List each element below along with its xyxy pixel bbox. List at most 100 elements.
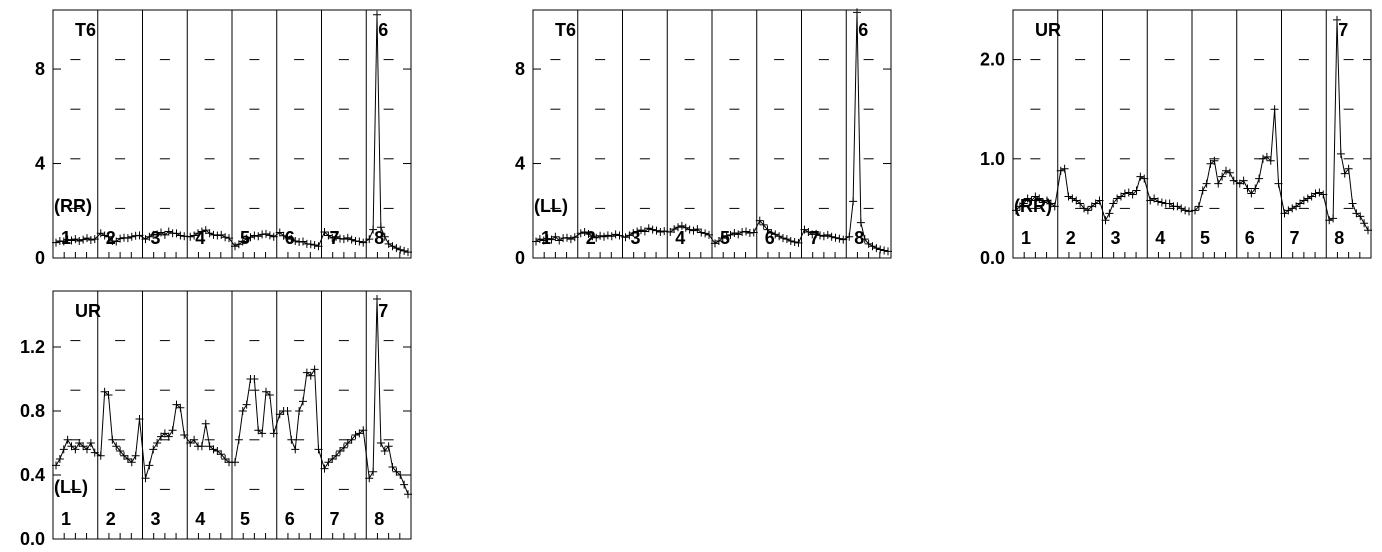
data-point bbox=[299, 397, 307, 406]
series-connector bbox=[139, 418, 146, 479]
panel-number-label: 3 bbox=[151, 509, 161, 529]
data-point bbox=[127, 232, 136, 241]
data-point bbox=[633, 227, 642, 236]
series-connector bbox=[362, 430, 370, 479]
data-point bbox=[1023, 194, 1032, 203]
data-point bbox=[306, 371, 315, 380]
data-point bbox=[100, 387, 109, 396]
source-label: UR bbox=[75, 301, 101, 321]
series-connector bbox=[183, 434, 191, 444]
data-point bbox=[250, 231, 259, 240]
series-connector bbox=[1054, 170, 1062, 207]
chart-panel-4: 0.0 0.4 0.8 1.2 1 2 3 4 5 6 7 8 UR (LL) 7 bbox=[20, 290, 412, 549]
data-point bbox=[1012, 206, 1020, 215]
data-point bbox=[819, 232, 828, 241]
data-point bbox=[588, 232, 597, 241]
data-point bbox=[1348, 199, 1357, 208]
data-point bbox=[1239, 176, 1248, 185]
data-point bbox=[1060, 164, 1069, 173]
data-point bbox=[681, 223, 690, 232]
data-point bbox=[343, 233, 352, 242]
data-point bbox=[607, 232, 616, 241]
series-connector bbox=[798, 229, 805, 244]
data-point bbox=[63, 435, 72, 444]
panel-number-label: 5 bbox=[240, 228, 250, 248]
data-point bbox=[376, 439, 385, 447]
data-point bbox=[104, 391, 113, 399]
series-line bbox=[848, 12, 889, 252]
data-point bbox=[1027, 196, 1036, 205]
data-point bbox=[648, 225, 657, 234]
data-point bbox=[79, 235, 88, 244]
panel-number-label: 2 bbox=[106, 509, 116, 529]
data-point bbox=[767, 228, 776, 237]
data-point bbox=[164, 227, 173, 236]
data-point bbox=[254, 426, 263, 435]
data-point bbox=[656, 228, 665, 237]
data-point bbox=[677, 221, 686, 230]
data-point bbox=[269, 232, 278, 241]
data-point bbox=[116, 234, 125, 243]
data-point bbox=[543, 234, 552, 243]
y-tick-label: 1.0 bbox=[980, 149, 1005, 169]
data-point bbox=[310, 241, 319, 250]
data-point bbox=[145, 232, 154, 241]
data-point bbox=[328, 233, 337, 242]
data-point bbox=[131, 451, 140, 460]
data-point bbox=[705, 230, 713, 239]
data-point bbox=[400, 246, 409, 255]
data-point bbox=[1128, 190, 1137, 199]
data-point bbox=[1157, 198, 1166, 207]
series-connector bbox=[1322, 194, 1330, 221]
data-point bbox=[1364, 226, 1372, 235]
data-point bbox=[250, 375, 259, 383]
data-point bbox=[535, 235, 544, 244]
data-point bbox=[1243, 184, 1252, 193]
data-point bbox=[1225, 168, 1234, 177]
data-point bbox=[404, 248, 412, 257]
data-point bbox=[234, 435, 243, 444]
data-point bbox=[291, 236, 300, 245]
panel-number-label: 2 bbox=[106, 228, 116, 248]
data-point bbox=[359, 238, 368, 247]
panel-number-label: 6 bbox=[285, 509, 295, 529]
data-point bbox=[1336, 149, 1345, 158]
data-point bbox=[157, 432, 165, 441]
data-point bbox=[730, 228, 739, 237]
data-point bbox=[355, 429, 364, 438]
data-point bbox=[853, 8, 861, 17]
data-point bbox=[1284, 206, 1293, 215]
data-point bbox=[868, 242, 877, 251]
panel-number-label: 8 bbox=[374, 509, 384, 529]
series-connector bbox=[1278, 183, 1285, 214]
data-point bbox=[265, 391, 274, 399]
panel-number-label: 5 bbox=[1200, 228, 1210, 248]
data-point bbox=[265, 231, 274, 240]
data-point bbox=[100, 231, 109, 240]
data-point bbox=[697, 228, 706, 237]
y-tick-label: 0.4 bbox=[20, 465, 45, 485]
data-point bbox=[652, 226, 661, 235]
data-point bbox=[79, 442, 88, 451]
data-point bbox=[759, 220, 768, 229]
polarization-label: (RR) bbox=[1014, 196, 1052, 216]
data-point bbox=[1266, 156, 1275, 165]
data-point bbox=[209, 230, 218, 239]
data-point bbox=[629, 228, 638, 237]
data-point bbox=[1154, 197, 1162, 206]
series-connector bbox=[843, 236, 850, 241]
data-point bbox=[816, 231, 824, 240]
y-tick-label: 8 bbox=[515, 59, 525, 79]
panel-number-label: 3 bbox=[1111, 228, 1121, 248]
data-point bbox=[884, 247, 892, 256]
data-point bbox=[201, 419, 210, 428]
data-point bbox=[351, 431, 360, 439]
data-point bbox=[302, 368, 311, 377]
data-point bbox=[1198, 186, 1207, 195]
series-connector bbox=[228, 237, 236, 247]
data-point bbox=[246, 233, 255, 242]
data-point bbox=[153, 230, 162, 239]
series-connector bbox=[318, 449, 325, 469]
data-point bbox=[380, 447, 389, 455]
data-point bbox=[1340, 169, 1349, 178]
